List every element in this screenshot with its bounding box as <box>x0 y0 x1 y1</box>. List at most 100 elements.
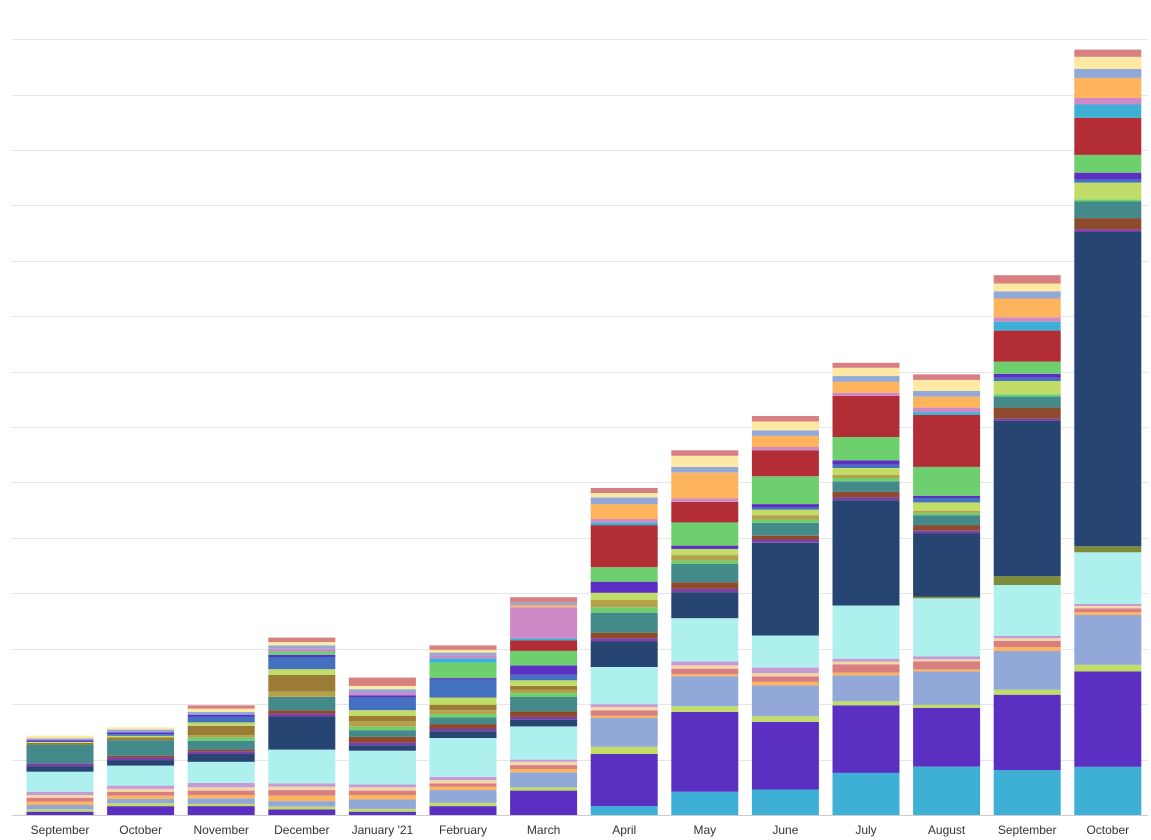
bar-segment[interactable] <box>26 743 94 745</box>
bar-segment[interactable] <box>429 697 497 705</box>
bar-segment[interactable] <box>993 394 1061 397</box>
bar-segment[interactable] <box>590 519 658 523</box>
bar-segment[interactable] <box>993 689 1061 695</box>
bar-segment[interactable] <box>26 801 94 805</box>
bar-segment[interactable] <box>510 604 578 608</box>
bar-segment[interactable] <box>268 651 336 655</box>
bar-segment[interactable] <box>751 716 819 722</box>
bar-segment[interactable] <box>268 710 336 714</box>
bar-segment[interactable] <box>429 806 497 815</box>
bar-segment[interactable] <box>510 790 578 815</box>
bar-segment[interactable] <box>429 714 497 718</box>
bar-segment[interactable] <box>26 805 94 810</box>
bar-segment[interactable] <box>268 790 336 796</box>
bar-segment[interactable] <box>187 708 255 712</box>
bar-segment[interactable] <box>268 713 336 717</box>
bar-segment[interactable] <box>751 430 819 436</box>
bar-segment[interactable] <box>107 795 175 799</box>
bar-segment[interactable] <box>913 766 981 815</box>
bar-segment[interactable] <box>832 478 900 482</box>
bar-segment[interactable] <box>510 787 578 791</box>
bar-segment[interactable] <box>510 719 578 727</box>
bar-segment[interactable] <box>913 495 981 498</box>
bar-segment[interactable] <box>993 321 1061 331</box>
bar-segment[interactable] <box>1074 172 1142 180</box>
bar-segment[interactable] <box>348 750 416 785</box>
bar-segment[interactable] <box>429 786 497 790</box>
bar-segment[interactable] <box>429 717 497 725</box>
bar-segment[interactable] <box>671 674 739 677</box>
bar-segment[interactable] <box>590 641 658 668</box>
bar-segment[interactable] <box>429 655 497 659</box>
bar-segment[interactable] <box>1074 664 1142 672</box>
bar-segment[interactable] <box>107 729 175 733</box>
bar-segment[interactable] <box>429 662 497 679</box>
bar-segment[interactable] <box>107 732 175 735</box>
bar-segment[interactable] <box>429 728 497 732</box>
bar-segment[interactable] <box>26 797 94 802</box>
bar-segment[interactable] <box>348 696 416 711</box>
bar-segment[interactable] <box>348 695 416 697</box>
bar-segment[interactable] <box>832 437 900 461</box>
bar-segment[interactable] <box>751 685 819 717</box>
bar-segment[interactable] <box>26 741 94 743</box>
bar-segment[interactable] <box>590 706 658 711</box>
bar-segment[interactable] <box>913 391 981 397</box>
bar-segment[interactable] <box>832 497 900 501</box>
bar-segment[interactable] <box>913 502 981 511</box>
bar-segment[interactable] <box>993 420 1061 577</box>
bar-segment[interactable] <box>107 757 175 761</box>
bar-segment[interactable] <box>913 530 981 534</box>
bar-segment[interactable] <box>832 772 900 815</box>
bar-segment[interactable] <box>913 671 981 705</box>
bar-segment[interactable] <box>348 790 416 795</box>
bar-segment[interactable] <box>268 669 336 675</box>
bar-segment[interactable] <box>268 645 336 649</box>
bar-segment[interactable] <box>832 661 900 665</box>
bar-segment[interactable] <box>348 799 416 809</box>
bar-segment[interactable] <box>671 791 739 815</box>
bar-segment[interactable] <box>590 638 658 642</box>
bar-segment[interactable] <box>348 685 416 690</box>
bar-segment[interactable] <box>993 396 1061 408</box>
bar-segment[interactable] <box>913 515 981 526</box>
bar-segment[interactable] <box>913 498 981 503</box>
bar-segment[interactable] <box>510 716 578 720</box>
bar-segment[interactable] <box>671 450 739 456</box>
bar-segment[interactable] <box>913 659 981 662</box>
bar-segment[interactable] <box>510 674 578 681</box>
bar-segment[interactable] <box>187 782 255 788</box>
bar-segment[interactable] <box>671 560 739 564</box>
bar-segment[interactable] <box>993 407 1061 419</box>
bar-segment[interactable] <box>1074 117 1142 155</box>
bar-segment[interactable] <box>993 576 1061 585</box>
bar-segment[interactable] <box>348 677 416 686</box>
bar-segment[interactable] <box>913 412 981 415</box>
bar-segment[interactable] <box>348 811 416 815</box>
bar-segment[interactable] <box>107 765 175 786</box>
bar-segment[interactable] <box>751 507 819 510</box>
bar-segment[interactable] <box>187 803 255 807</box>
bar-segment[interactable] <box>268 716 336 750</box>
bar-segment[interactable] <box>429 731 497 738</box>
bar-segment[interactable] <box>510 640 578 651</box>
bar-segment[interactable] <box>429 678 497 680</box>
bar-segment[interactable] <box>268 809 336 816</box>
bar-segment[interactable] <box>590 715 658 718</box>
bar-segment[interactable] <box>993 641 1061 648</box>
bar-segment[interactable] <box>671 592 739 619</box>
bar-segment[interactable] <box>107 785 175 789</box>
bar-segment[interactable] <box>107 727 175 730</box>
bar-segment[interactable] <box>268 806 336 810</box>
bar-segment[interactable] <box>510 769 578 773</box>
bar-segment[interactable] <box>348 808 416 812</box>
bar-segment[interactable] <box>268 786 336 790</box>
bar-segment[interactable] <box>268 749 336 784</box>
bar-segment[interactable] <box>993 298 1061 318</box>
bar-segment[interactable] <box>26 735 94 739</box>
bar-segment[interactable] <box>832 376 900 382</box>
bar-segment[interactable] <box>751 542 819 636</box>
bar-segment[interactable] <box>832 672 900 676</box>
bar-segment[interactable] <box>993 377 1061 381</box>
bar-segment[interactable] <box>107 803 175 807</box>
